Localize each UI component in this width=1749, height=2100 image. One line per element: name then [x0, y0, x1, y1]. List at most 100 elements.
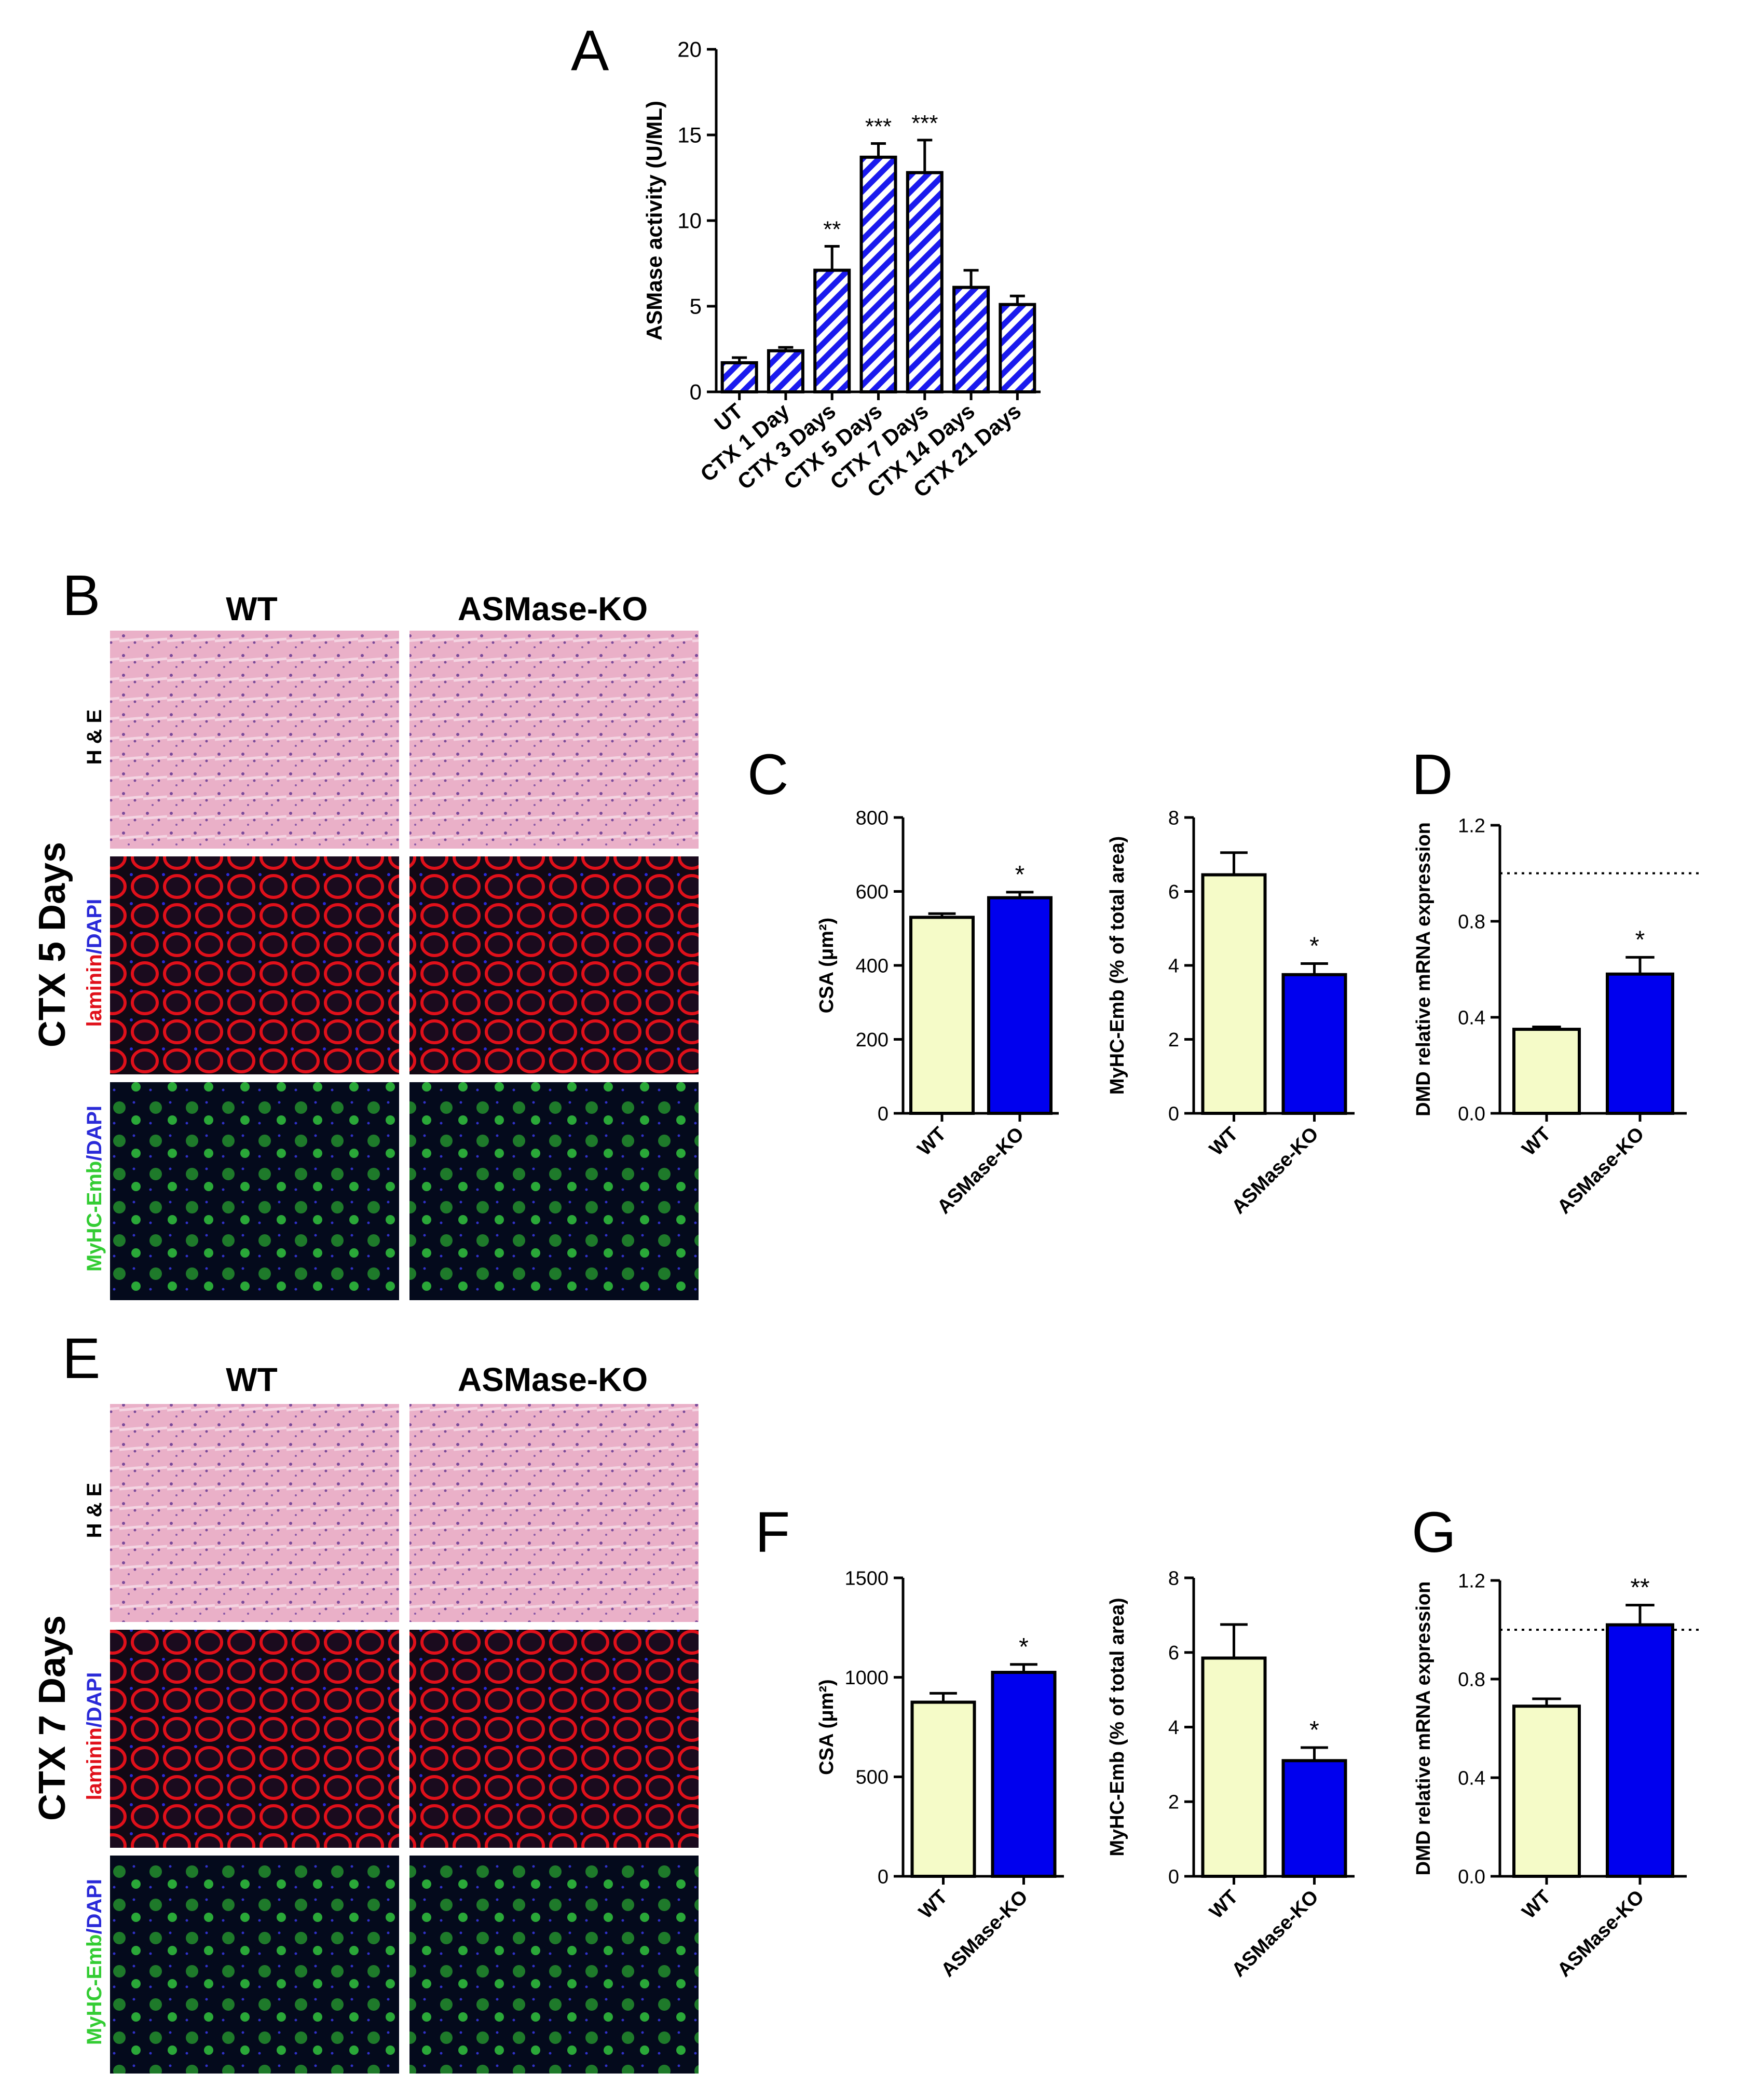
y-axis-label: ASMase activity (U/ML): [642, 101, 666, 340]
he-image-ko: [409, 631, 699, 849]
y-tick-label: 0: [878, 1866, 889, 1888]
micrograph-grid-e: WT ASMase-KO CTX 7 Days H & E laminin/DA…: [32, 1361, 699, 2074]
bar: [1606, 1623, 1674, 1878]
y-axis-label: MyHC-Emb (% of total area): [1106, 836, 1128, 1095]
laminin-image-wt: [110, 1630, 399, 1848]
bar: [859, 155, 897, 393]
he-image-wt: [110, 631, 399, 849]
chart-d-dmd-expression: 0.0 0.4 0.8 1.2 DMD relative mRNA expression…: [1413, 815, 1702, 1218]
y-tick-label: 15: [677, 123, 702, 147]
bar: [952, 285, 990, 394]
bar: [987, 896, 1053, 1115]
y-tick-label: 500: [856, 1767, 889, 1789]
chart-g-dmd-expression: 0.0 0.4 0.8 1.2 DMD relative mRNA expression…: [1413, 1570, 1702, 1981]
chart-f-myhc-emb: 0 2 4 6 8 MyHC-Emb (% of total area) WTASMase-…: [1106, 1567, 1355, 1981]
y-tick-label: 0: [1168, 1103, 1179, 1125]
y-tick-label: 800: [856, 807, 889, 829]
y-tick-label: 5: [690, 294, 702, 319]
bar: [1201, 1656, 1267, 1878]
he-image-wt: [110, 1404, 399, 1622]
y-axis-label: MyHC-Emb (% of total area): [1106, 1598, 1128, 1856]
significance-marker: **: [1630, 1574, 1649, 1602]
he-image-ko: [409, 1404, 699, 1622]
bar: [720, 361, 758, 394]
y-tick-label: 1000: [844, 1667, 889, 1689]
y-tick-label: 0.0: [1458, 1103, 1485, 1125]
category-label: ASMase-KO: [1227, 1886, 1322, 1981]
significance-marker: *: [1309, 1716, 1319, 1744]
bar: [991, 1671, 1057, 1878]
y-tick-label: 4: [1168, 1717, 1179, 1739]
y-tick-label: 400: [856, 955, 889, 977]
micrograph-grid-b: WT ASMase-KO CTX 5 Days H & E laminin/DA…: [32, 590, 699, 1300]
y-tick-label: 0.8: [1458, 911, 1485, 933]
stain-label-he: H & E: [83, 1483, 106, 1538]
y-tick-label: 0: [878, 1103, 889, 1125]
stain-label-laminin: laminin/DAPI: [83, 899, 106, 1027]
panel-letter-f: F: [755, 1501, 790, 1564]
category-label: ASMase-KO: [1553, 1886, 1648, 1981]
column-title-ko: ASMase-KO: [458, 590, 648, 628]
category-label: WT: [914, 1886, 951, 1923]
bar: [910, 1700, 976, 1878]
y-tick-label: 8: [1168, 1567, 1179, 1589]
y-tick-label: 2: [1168, 1029, 1179, 1051]
bar: [999, 303, 1036, 394]
y-axis-label: DMD relative mRNA expression: [1413, 822, 1434, 1116]
category-label: ASMase-KO: [937, 1886, 1032, 1981]
y-tick-label: 0.4: [1458, 1767, 1485, 1789]
y-tick-label: 20: [677, 37, 702, 62]
y-tick-label: 0: [1168, 1866, 1179, 1888]
y-tick-label: 0.4: [1458, 1007, 1485, 1029]
row-label-ctx5: CTX 5 Days: [32, 842, 73, 1047]
panel-letter-e: E: [62, 1327, 100, 1390]
panel-letter-c: C: [747, 743, 788, 807]
bar: [1606, 972, 1674, 1115]
y-tick-label: 0.8: [1458, 1669, 1485, 1690]
stain-label-myhc: MyHC-Emb/DAPI: [83, 1106, 106, 1272]
panel-letter-d: D: [1412, 743, 1453, 807]
category-label: ASMase-KO: [1553, 1123, 1648, 1218]
stain-label-laminin: laminin/DAPI: [83, 1672, 106, 1801]
bar: [1201, 873, 1267, 1115]
y-tick-label: 2: [1168, 1792, 1179, 1813]
stain-label-he: H & E: [83, 710, 106, 765]
category-label: WT: [913, 1123, 950, 1160]
panel-letter-a: A: [571, 19, 609, 83]
y-tick-label: 1.2: [1458, 1570, 1485, 1592]
stain-label-myhc: MyHC-Emb/DAPI: [83, 1879, 106, 2045]
y-tick-label: 0: [690, 380, 702, 404]
bar: [813, 268, 851, 394]
category-label: ASMase-KO: [1227, 1123, 1322, 1218]
y-tick-label: 6: [1168, 1642, 1179, 1664]
laminin-image-wt: [110, 856, 399, 1074]
y-tick-label: 600: [856, 881, 889, 903]
y-tick-label: 0.0: [1458, 1866, 1485, 1888]
significance-marker: *: [1309, 932, 1319, 960]
y-axis-label: DMD relative mRNA expression: [1413, 1581, 1434, 1876]
column-title-wt: WT: [226, 590, 278, 628]
bar: [767, 349, 804, 393]
y-tick-label: 10: [677, 209, 702, 233]
laminin-image-ko: [409, 856, 699, 1074]
category-label: WT: [1518, 1886, 1555, 1923]
y-tick-label: 1500: [844, 1567, 889, 1589]
category-label: WT: [1205, 1886, 1242, 1923]
significance-marker: **: [823, 217, 841, 242]
y-tick-label: 8: [1168, 807, 1179, 829]
bar: [1512, 1704, 1581, 1878]
category-label: WT: [1518, 1123, 1555, 1160]
significance-marker: *: [1635, 926, 1645, 953]
significance-marker: ***: [865, 114, 892, 140]
myhc-image-ko: [409, 1856, 699, 2074]
laminin-image-ko: [409, 1630, 699, 1848]
significance-marker: *: [1019, 1633, 1029, 1661]
column-title-ko: ASMase-KO: [458, 1361, 648, 1398]
panel-letter-b: B: [62, 564, 100, 628]
y-axis-label: CSA (μm²): [816, 1679, 838, 1775]
bar: [1281, 973, 1347, 1115]
